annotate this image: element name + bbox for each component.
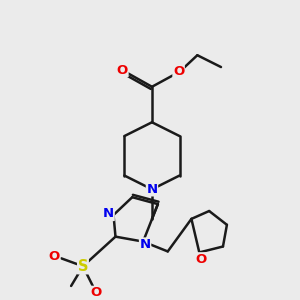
- Text: O: O: [117, 64, 128, 76]
- Text: N: N: [103, 208, 114, 220]
- Text: N: N: [146, 183, 158, 196]
- Text: S: S: [78, 259, 88, 274]
- Text: O: O: [49, 250, 60, 263]
- Text: O: O: [196, 253, 207, 266]
- Text: O: O: [173, 65, 184, 79]
- Text: N: N: [140, 238, 151, 251]
- Text: O: O: [90, 286, 101, 299]
